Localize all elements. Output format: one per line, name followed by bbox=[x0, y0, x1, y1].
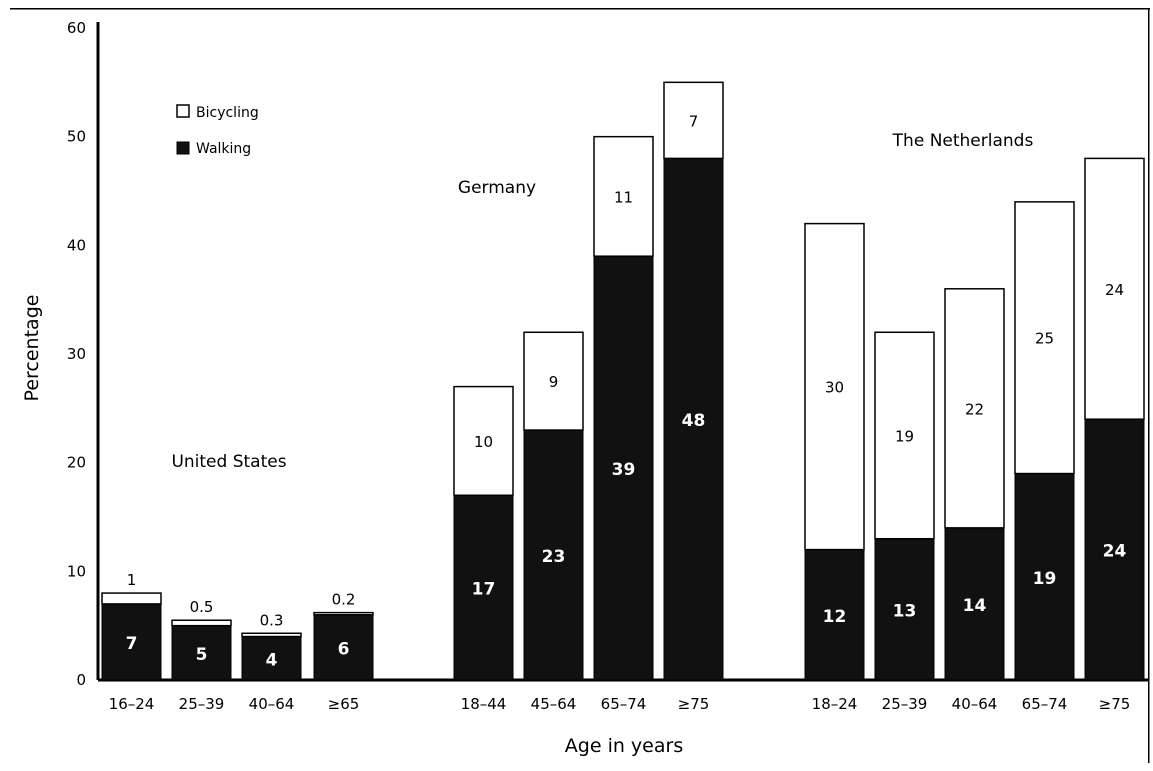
x-tick-label: 25–39 bbox=[882, 695, 928, 713]
data-label-bicycling: 25 bbox=[1035, 330, 1054, 348]
x-tick-label: 25–39 bbox=[179, 695, 225, 713]
data-label-walking: 7 bbox=[126, 634, 138, 654]
x-tick-label: 40–64 bbox=[952, 695, 998, 713]
y-tick-label: 50 bbox=[67, 128, 86, 146]
data-label-walking: 19 bbox=[1033, 569, 1057, 589]
y-tick-label: 30 bbox=[67, 345, 86, 363]
y-tick-label: 10 bbox=[67, 562, 86, 580]
y-tick-label: 0 bbox=[76, 671, 86, 689]
y-tick-label: 60 bbox=[67, 19, 86, 37]
bar-walking bbox=[523, 429, 584, 681]
bar-bicycling bbox=[171, 619, 232, 627]
x-tick-label: 40–64 bbox=[249, 695, 295, 713]
data-label-bicycling: 0.2 bbox=[332, 591, 356, 609]
data-label-walking: 23 bbox=[542, 547, 566, 567]
frame-top bbox=[10, 8, 1150, 10]
frame-right bbox=[1148, 8, 1150, 763]
data-label-bicycling: 9 bbox=[549, 373, 559, 391]
data-label-walking: 12 bbox=[823, 607, 847, 627]
x-tick-label: 18–44 bbox=[461, 695, 507, 713]
bar-bicycling bbox=[663, 81, 724, 160]
bar-walking bbox=[944, 527, 1005, 681]
bar-bicycling bbox=[241, 632, 302, 638]
y-axis-title: Percentage bbox=[21, 295, 43, 402]
bar-walking bbox=[101, 603, 162, 681]
bar-bicycling bbox=[523, 331, 584, 431]
x-tick-label: 65–74 bbox=[1022, 695, 1068, 713]
y-tick-label: 40 bbox=[67, 236, 86, 254]
bar-walking bbox=[171, 625, 232, 681]
data-label-walking: 17 bbox=[472, 580, 496, 600]
data-label-bicycling: 0.5 bbox=[190, 598, 214, 616]
data-label-walking: 24 bbox=[1103, 542, 1127, 562]
data-label-bicycling: 19 bbox=[895, 428, 914, 446]
bar-bicycling bbox=[874, 331, 935, 540]
bar-walking bbox=[593, 255, 654, 681]
data-label-walking: 39 bbox=[612, 460, 636, 480]
bar-bicycling bbox=[453, 385, 514, 497]
data-labels-layer: 170.550.340.2610179231139748301219132214… bbox=[126, 112, 1127, 670]
bar-bicycling bbox=[101, 592, 162, 605]
bar-walking bbox=[1084, 418, 1145, 681]
bar-bicycling bbox=[1014, 201, 1075, 475]
x-tick-label: ≥75 bbox=[678, 695, 710, 713]
x-tick-label: 16–24 bbox=[109, 695, 155, 713]
x-tick-label: ≥65 bbox=[328, 695, 360, 713]
bar-bicycling bbox=[944, 288, 1005, 529]
legend-swatch-bicycling bbox=[176, 104, 190, 118]
group-label-united-states: United States bbox=[171, 452, 286, 472]
data-label-bicycling: 10 bbox=[474, 433, 493, 451]
bar-walking bbox=[1014, 473, 1075, 681]
data-label-walking: 4 bbox=[266, 650, 278, 670]
data-label-bicycling: 24 bbox=[1105, 281, 1124, 299]
bar-walking bbox=[313, 614, 374, 681]
bar-bicycling bbox=[313, 611, 374, 616]
data-label-walking: 13 bbox=[893, 601, 917, 621]
group-label-the-netherlands: The Netherlands bbox=[892, 131, 1034, 151]
legend: Bicycling Walking bbox=[176, 104, 259, 157]
data-label-walking: 14 bbox=[963, 596, 987, 616]
bar-bicycling bbox=[1084, 157, 1145, 420]
x-tick-label: 18–24 bbox=[812, 695, 858, 713]
data-label-bicycling: 30 bbox=[825, 379, 844, 397]
data-label-walking: 48 bbox=[682, 411, 706, 431]
x-axis-title: Age in years bbox=[565, 735, 683, 757]
data-label-walking: 5 bbox=[196, 645, 208, 665]
bar-walking bbox=[663, 157, 724, 681]
y-tick-label: 20 bbox=[67, 454, 86, 472]
x-tick-label: ≥75 bbox=[1099, 695, 1131, 713]
legend-label-bicycling: Bicycling bbox=[196, 105, 259, 121]
data-label-bicycling: 11 bbox=[614, 188, 633, 206]
data-label-walking: 6 bbox=[338, 639, 350, 659]
data-label-bicycling: 7 bbox=[689, 112, 699, 130]
legend-swatch-walking bbox=[176, 141, 190, 155]
data-label-bicycling: 22 bbox=[965, 400, 984, 418]
x-tick-labels: 16–24 25–39 40–64 ≥65 18–44 45–64 65–74 ≥75 18–2… bbox=[109, 695, 1131, 713]
group-label-germany: Germany bbox=[458, 178, 536, 198]
bar-bicycling bbox=[593, 135, 654, 257]
data-label-bicycling: 0.3 bbox=[260, 611, 284, 629]
legend-label-walking: Walking bbox=[196, 141, 251, 157]
x-tick-label: 45–64 bbox=[531, 695, 577, 713]
bars-layer bbox=[101, 81, 1145, 681]
data-label-bicycling: 1 bbox=[127, 571, 137, 589]
bar-bicycling bbox=[804, 222, 865, 551]
x-tick-label: 65–74 bbox=[601, 695, 647, 713]
